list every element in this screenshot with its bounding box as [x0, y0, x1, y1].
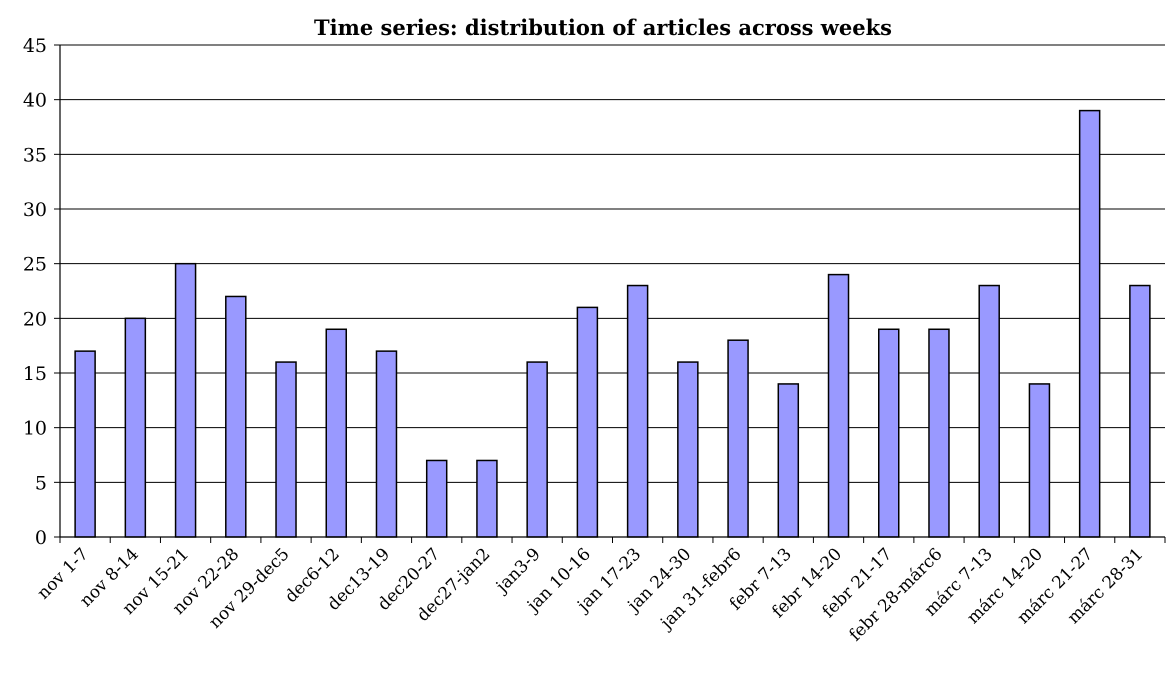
bar [827, 273, 850, 538]
bar [777, 383, 800, 538]
bar [225, 295, 247, 538]
bar [124, 317, 147, 538]
y-tick-label: 30 [23, 199, 47, 221]
bar [1078, 109, 1101, 538]
bar [526, 361, 548, 538]
bar [1129, 284, 1151, 538]
bars [74, 109, 1151, 538]
bar [928, 328, 950, 538]
y-tick-label: 20 [23, 308, 47, 330]
y-tick-label: 0 [35, 527, 47, 549]
bar [275, 361, 297, 538]
bar [476, 459, 498, 538]
y-tick-label: 10 [23, 418, 47, 440]
bar [375, 350, 398, 538]
bar [727, 339, 749, 538]
bar [677, 361, 699, 538]
bar [425, 459, 448, 538]
bar [1028, 383, 1051, 538]
bar [878, 328, 900, 538]
y-tick-label: 45 [23, 35, 47, 57]
y-tick-label: 5 [35, 472, 47, 494]
y-tick-label: 25 [23, 254, 47, 276]
y-tick-label: 15 [23, 363, 47, 385]
chart-title: Time series: distribution of articles ac… [314, 15, 892, 40]
bar [74, 350, 96, 538]
axes [54, 44, 1166, 543]
bar [174, 262, 197, 538]
y-tick-labels: 0 5 10 15 20 25 30 35 40 45 [23, 35, 47, 549]
y-tick-label: 40 [23, 90, 47, 112]
bar [325, 328, 347, 538]
bar [978, 284, 1000, 538]
bar [626, 284, 649, 538]
bar [576, 306, 599, 538]
y-tick-label: 35 [23, 144, 47, 166]
